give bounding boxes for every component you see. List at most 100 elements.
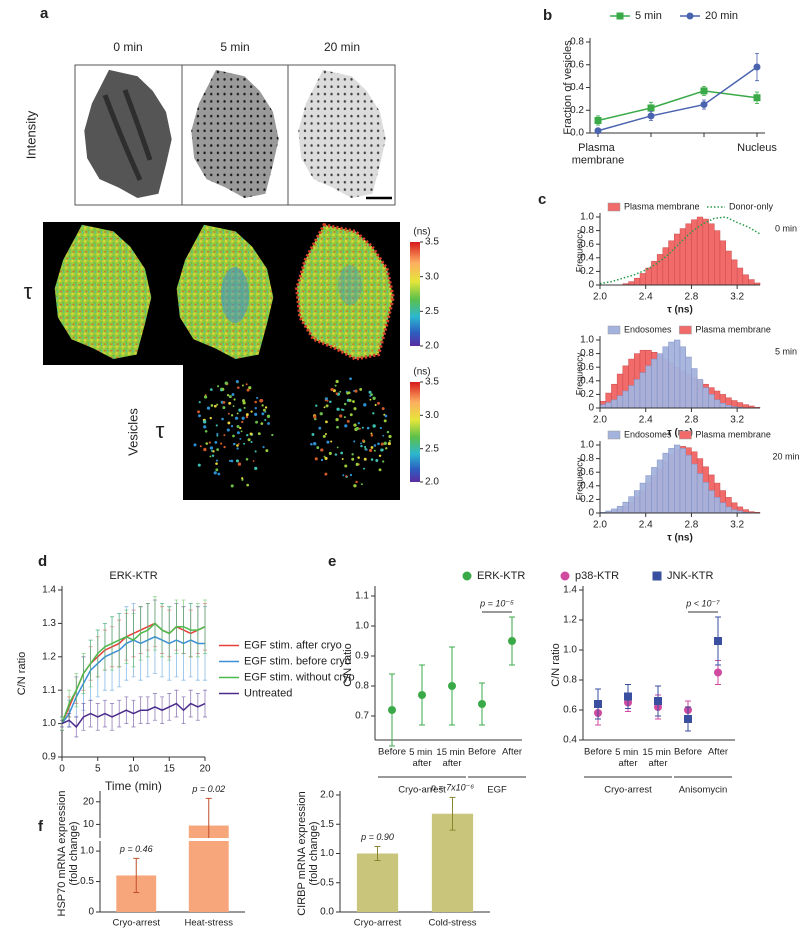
vesicle (260, 422, 264, 426)
histogram-bar (674, 339, 681, 409)
vesicle (343, 416, 346, 419)
vesicle (241, 384, 244, 387)
marker (594, 700, 602, 708)
vesicle (227, 421, 231, 425)
marker (594, 127, 602, 135)
vesicle (373, 444, 377, 447)
histogram-bar (691, 219, 698, 286)
histogram-bar (611, 508, 618, 514)
colorbar (410, 382, 420, 482)
error-bar (145, 696, 150, 724)
error-bar (131, 612, 136, 668)
y-tick-label: 0.8 (570, 37, 584, 48)
histogram-bar (696, 473, 704, 514)
marker (508, 637, 516, 645)
vesicle (336, 407, 340, 411)
vesicle (353, 484, 357, 488)
error-bar (110, 616, 115, 671)
histogram-bar (656, 459, 664, 514)
vesicle (232, 405, 235, 408)
error-bar (124, 609, 129, 664)
vesicle (339, 390, 342, 393)
error-bar (205, 797, 212, 838)
histogram-bar (702, 218, 709, 286)
vesicle (370, 434, 374, 437)
line (597, 90, 758, 122)
error-bar (67, 713, 72, 728)
vesicle (216, 434, 219, 437)
legend-swatch (679, 430, 692, 440)
vesicle (241, 477, 244, 480)
vesicle (236, 412, 239, 415)
error-bar (60, 719, 64, 728)
vesicle (259, 399, 263, 403)
legend-label: Plasma membrane (695, 429, 771, 439)
vesicle (246, 483, 250, 487)
vesicle (256, 396, 259, 399)
vesicle (250, 440, 253, 444)
y-tick-label: 0.0 (570, 128, 584, 139)
vesicle (267, 422, 270, 425)
vesicle (326, 400, 329, 402)
error-bar (195, 602, 200, 658)
vesicle (368, 448, 373, 453)
histogram-bar (656, 353, 664, 409)
y-tick-label: 0.8 (355, 681, 369, 692)
vesicle (226, 428, 230, 432)
vesicle (205, 442, 209, 445)
bar (188, 841, 229, 912)
vesicle (216, 385, 220, 388)
vesicle (197, 463, 201, 467)
x-tick-label: 10 (128, 764, 140, 775)
vesicle (355, 426, 360, 431)
marker (652, 571, 662, 581)
vesicle (211, 454, 215, 457)
marker (654, 697, 662, 705)
histogram-bar (622, 390, 629, 409)
vesicle (228, 401, 232, 405)
histogram-bar (662, 247, 669, 286)
y-tick-label: 0.6 (580, 362, 594, 373)
error-bar (167, 693, 172, 721)
vesicle (236, 425, 240, 429)
vesicle (380, 448, 384, 452)
x-tick-label: Before (674, 747, 702, 758)
marker (753, 94, 761, 102)
vesicle (254, 407, 257, 410)
vesicle (341, 458, 344, 460)
vesicle (336, 425, 339, 429)
error-bar (203, 599, 207, 654)
vesicle (346, 419, 350, 423)
vesicle (215, 462, 218, 465)
vesicle (340, 451, 344, 455)
x-tick-label: Cryo-arrest (354, 918, 402, 929)
vesicle (233, 398, 236, 401)
y-tick-label: 2.0 (320, 790, 334, 801)
vesicle (344, 464, 348, 468)
histogram-bar (731, 509, 738, 514)
vesicle (364, 445, 367, 449)
y-tick-label: 1.5 (320, 819, 334, 830)
vesicle (370, 446, 374, 449)
histogram-bar (691, 368, 698, 409)
vesicle (236, 447, 239, 450)
vesicle (324, 456, 328, 460)
y-axis-label: (fold change) (308, 821, 320, 885)
y-axis-label: Fraction of vesicles (562, 40, 574, 135)
group-label: Anisomycin (679, 785, 728, 796)
error-bar (167, 606, 172, 661)
vesicle (372, 412, 375, 415)
panel-label: a (40, 5, 49, 22)
x-tick-label: 2.8 (684, 415, 698, 426)
x-tick-label: 3.2 (730, 292, 744, 303)
y-tick-label: 1.1 (355, 591, 369, 602)
error-bar (95, 629, 100, 678)
vesicle (215, 468, 219, 472)
vesicle (227, 412, 230, 415)
marker (478, 700, 486, 708)
vesicle (368, 390, 372, 394)
vesicle (388, 434, 392, 439)
vesicle (345, 475, 348, 478)
y-tick-label: 0.8 (580, 453, 594, 464)
chart-title: 0 min (775, 223, 797, 233)
